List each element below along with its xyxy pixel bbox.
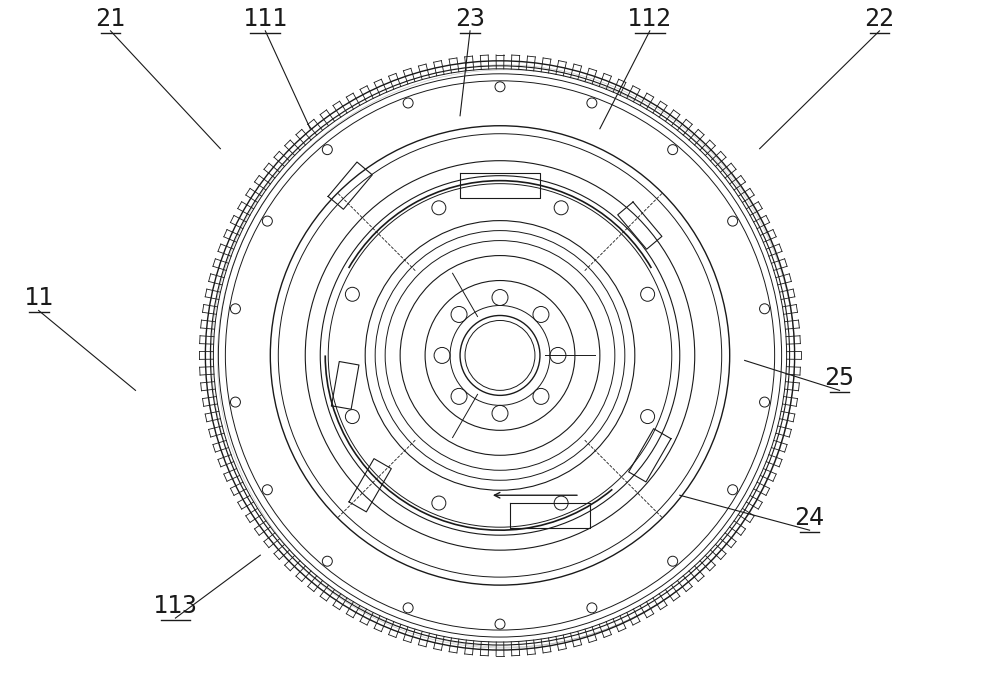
Text: 24: 24	[795, 506, 825, 530]
Text: 22: 22	[864, 7, 894, 31]
Text: 21: 21	[96, 7, 126, 31]
Text: 11: 11	[24, 286, 54, 310]
Text: 111: 111	[243, 7, 288, 31]
Text: 25: 25	[825, 367, 855, 390]
Text: 113: 113	[153, 594, 198, 618]
Text: 112: 112	[627, 7, 672, 31]
Text: 23: 23	[455, 7, 485, 31]
